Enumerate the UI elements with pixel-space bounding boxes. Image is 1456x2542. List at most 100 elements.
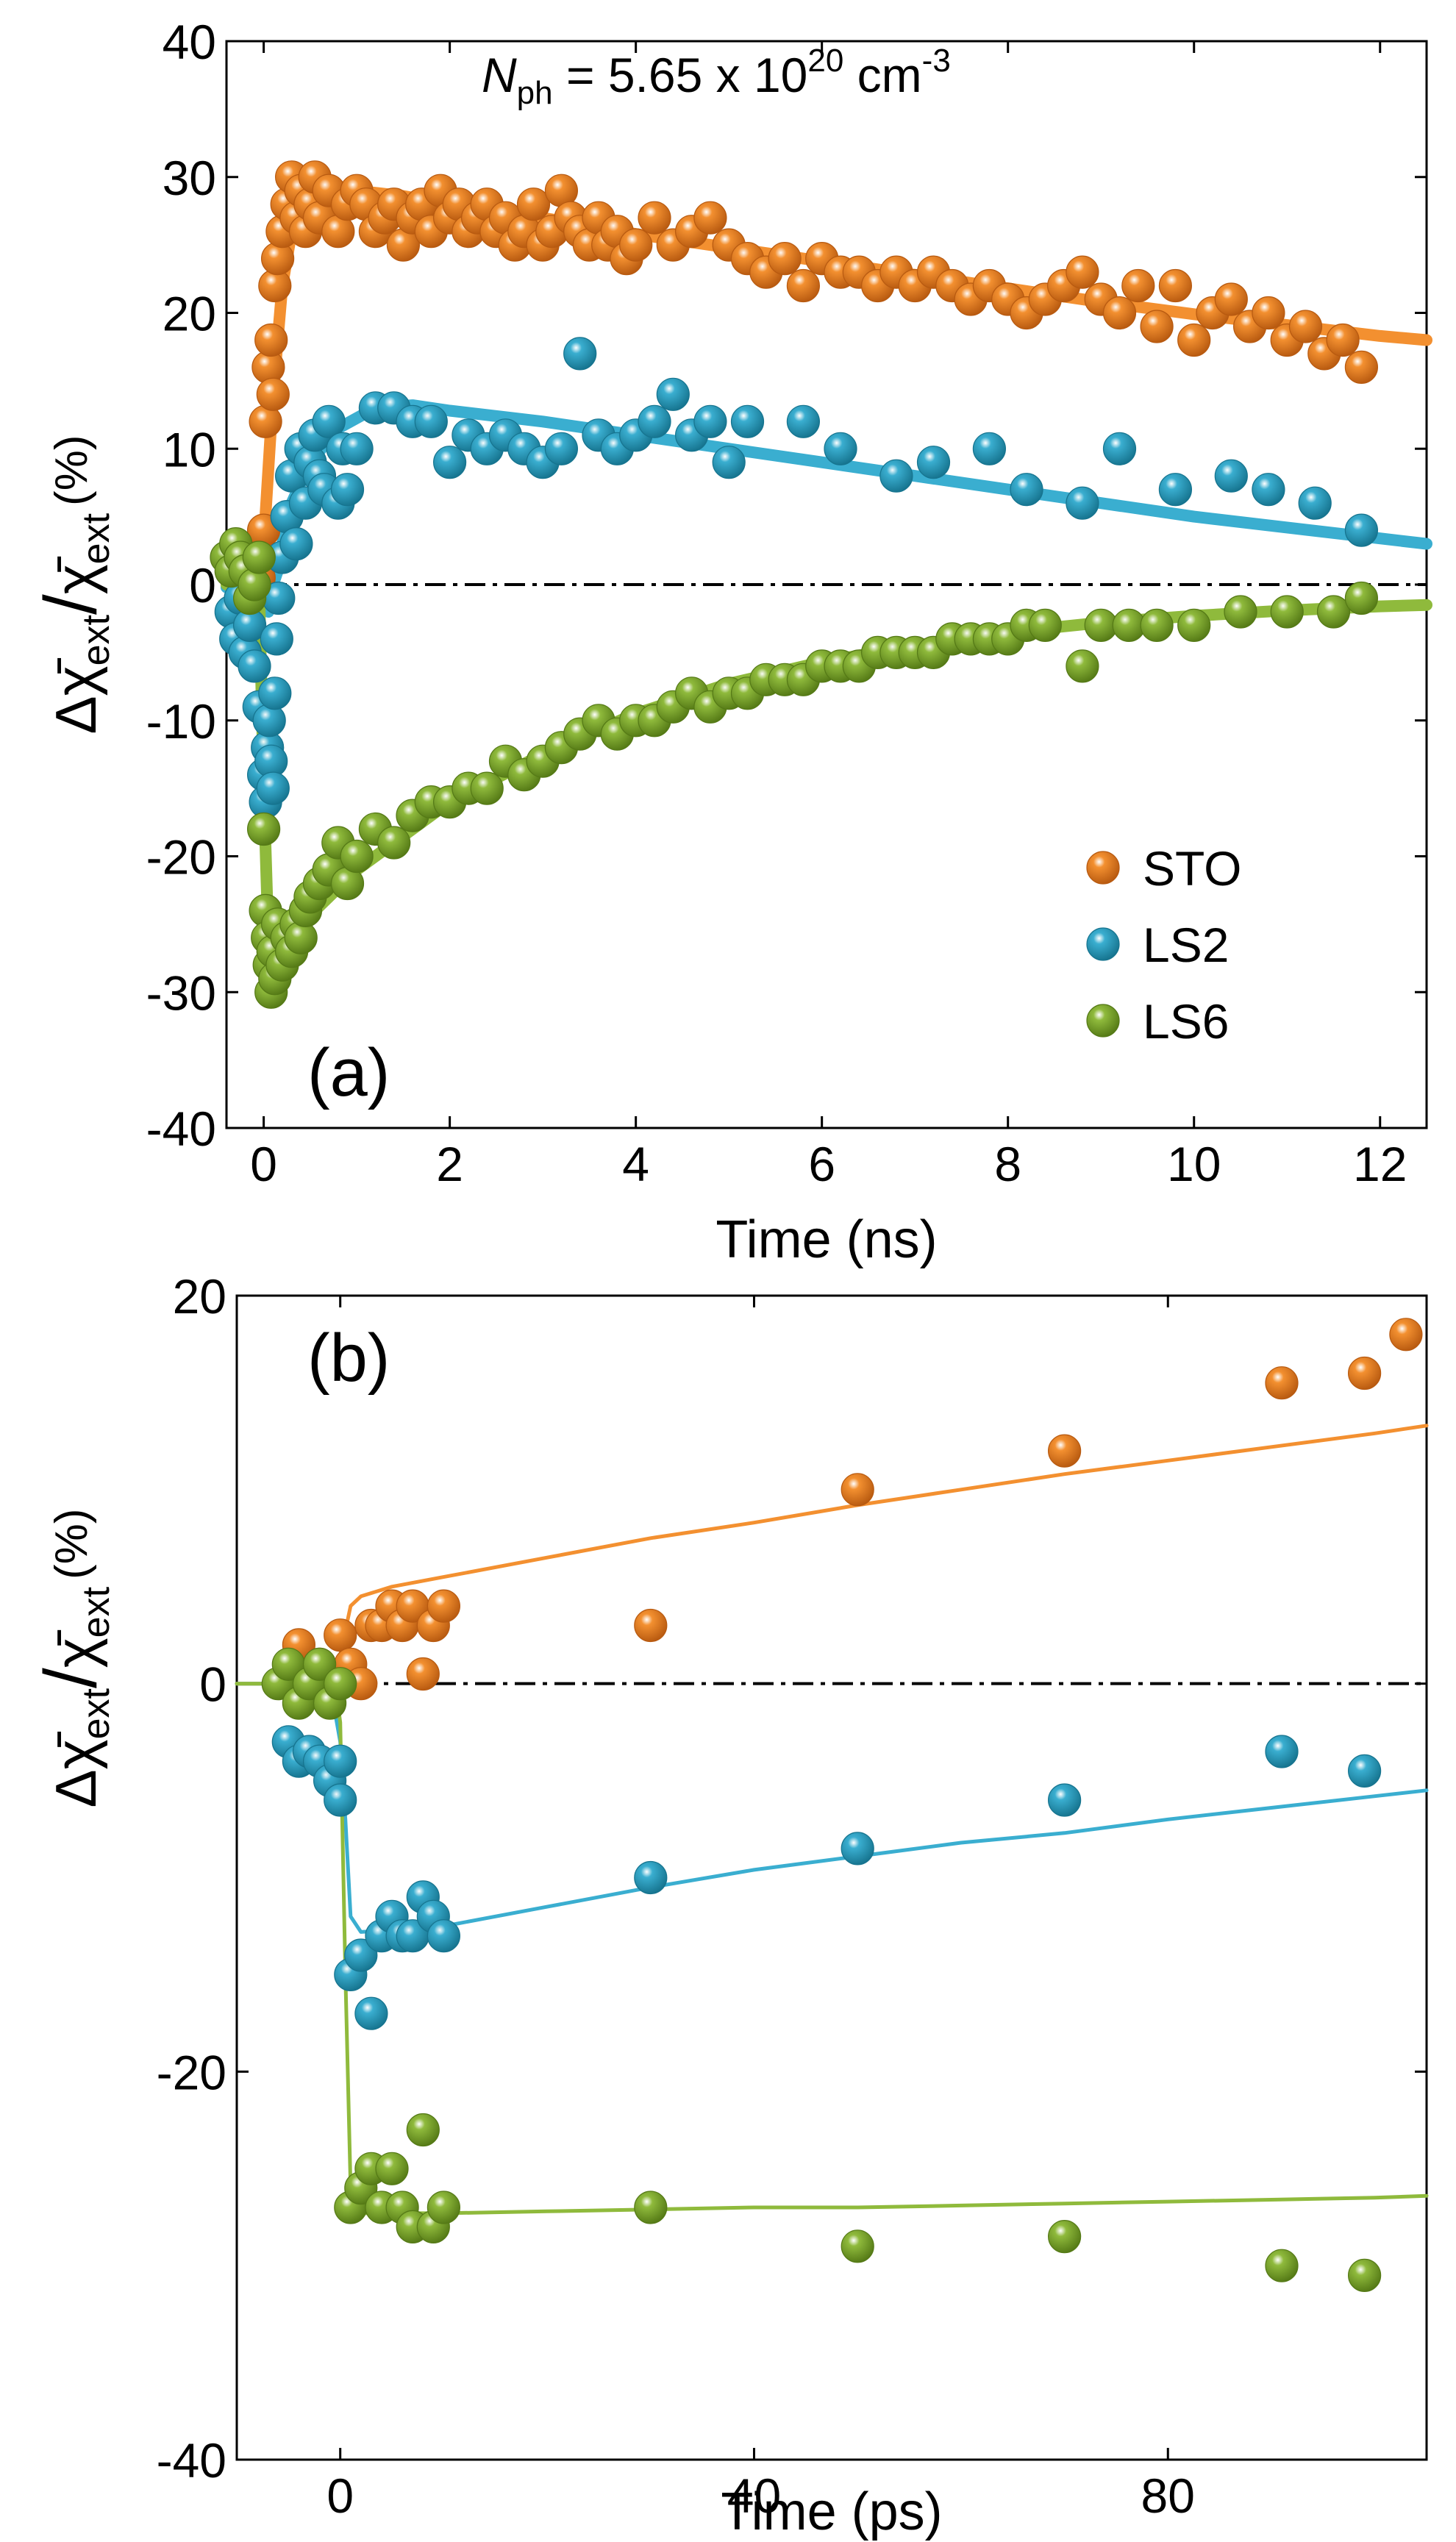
data-point-sto <box>1347 1356 1382 1390</box>
data-point-sto <box>406 1657 440 1691</box>
data-point-sto <box>841 1473 874 1507</box>
x-tick-label: 4 <box>622 1137 649 1191</box>
annotation-text-before: = 5.65 x 10 <box>553 48 808 102</box>
data-point-sto <box>1265 1366 1299 1400</box>
y-tick-label: 10 <box>163 422 216 476</box>
panel-b-x-tick-labels: 0 40 80 <box>326 2468 1195 2523</box>
data-point-ls2 <box>256 771 290 805</box>
data-point-sto <box>1389 1318 1423 1352</box>
ylabel-sub: ext <box>75 615 118 666</box>
ylabel-slash: / <box>29 594 112 615</box>
data-point-sto <box>1102 296 1137 330</box>
data-point-ls6 <box>1066 649 1099 683</box>
panel-b-ticks <box>237 1294 1427 2461</box>
x-tick-label: 0 <box>250 1137 277 1191</box>
data-point-sto <box>516 188 551 221</box>
annotation-text-after: cm <box>843 48 921 102</box>
data-point-sto <box>1344 350 1379 384</box>
data-point-ls2 <box>258 676 292 710</box>
data-point-ls6 <box>1347 2258 1382 2292</box>
panel-b-data-points <box>261 1318 1423 2292</box>
data-point-sto <box>1177 323 1211 357</box>
data-point-ls2 <box>638 404 671 438</box>
fit-curve-ls6 <box>235 1682 1429 2216</box>
data-point-ls2 <box>344 1938 378 1972</box>
data-point-sto <box>693 201 727 235</box>
panel-a-data-points <box>210 160 1379 1009</box>
data-point-sto <box>1214 282 1248 316</box>
x-tick-label: 2 <box>436 1137 463 1191</box>
y-tick-label: -40 <box>146 1102 216 1156</box>
x-tick-label: 8 <box>994 1137 1021 1191</box>
data-point-ls2 <box>1102 432 1137 465</box>
data-point-ls2 <box>432 446 467 479</box>
y-tick-label: 20 <box>173 1269 226 1324</box>
ylabel-sub-2: ext <box>75 1586 118 1638</box>
data-point-ls6 <box>841 2229 874 2263</box>
fit-curve-sto <box>235 1424 1429 1686</box>
data-point-ls2 <box>1252 473 1285 507</box>
x-tick-label: 10 <box>1167 1137 1221 1191</box>
data-point-ls2 <box>656 377 690 411</box>
data-point-ls2 <box>730 404 765 438</box>
data-point-ls2 <box>841 1832 874 1866</box>
data-point-sto <box>427 1589 461 1623</box>
data-point-ls6 <box>247 812 281 846</box>
fit-curve-ls6 <box>221 579 1432 965</box>
data-point-ls2 <box>879 459 913 493</box>
data-point-ls2 <box>563 337 597 371</box>
y-tick-label: -20 <box>146 830 216 885</box>
data-point-ls6 <box>303 1647 337 1681</box>
data-point-ls2 <box>427 1919 461 1953</box>
data-point-ls2 <box>712 446 746 479</box>
panel-a-x-tick-labels: 0 2 4 6 8 10 12 <box>250 1137 1407 1191</box>
data-point-ls6 <box>1265 2249 1299 2282</box>
panel-a-y-axis-label: Δχ̄ext/χ̄ext(%) <box>29 435 118 735</box>
data-point-ls6 <box>1047 2220 1082 2254</box>
legend-label-ls2: LS2 <box>1143 918 1229 972</box>
legend-marker-sto <box>1086 851 1120 885</box>
data-point-sto <box>1158 268 1193 303</box>
panel-b-label: (b) <box>307 1321 390 1396</box>
data-point-ls2 <box>1066 486 1099 520</box>
data-point-ls2 <box>260 622 293 656</box>
data-point-ls6 <box>1224 595 1257 629</box>
data-point-ls2 <box>786 404 821 438</box>
ylabel-sub: ext <box>75 1688 118 1740</box>
panel-b-plot-frame <box>235 1294 1428 2461</box>
data-point-ls6 <box>375 2152 409 2185</box>
data-point-ls2 <box>1010 473 1043 507</box>
ylabel-delta: Δ <box>43 1769 108 1807</box>
panel-a-label: (a) <box>307 1035 390 1110</box>
data-point-ls2 <box>312 404 346 438</box>
annotation-symbol: N <box>482 48 517 102</box>
data-point-sto <box>324 1618 357 1652</box>
data-point-ls6 <box>634 2191 668 2224</box>
panel-b-x-axis-label: Time (ps) <box>721 2482 942 2541</box>
data-point-ls2 <box>279 526 313 561</box>
data-point-ls2 <box>1298 486 1332 520</box>
data-point-ls2 <box>1347 1754 1382 1788</box>
svg-text:Δχ̄ext/χ̄ext(%): Δχ̄ext/χ̄ext(%) <box>29 435 118 735</box>
svg-text:Δχ̄ext/χ̄ext(%): Δχ̄ext/χ̄ext(%) <box>29 1509 118 1808</box>
x-tick-label: 0 <box>326 2468 354 2523</box>
data-point-ls2 <box>824 432 857 465</box>
data-point-ls2 <box>324 1744 357 1778</box>
panel-a-y-tick-labels: -40 -30 -20 -10 0 10 20 30 40 <box>146 15 216 1156</box>
legend-marker-ls2 <box>1086 927 1120 961</box>
annotation-unit-superscript: -3 <box>922 43 951 79</box>
data-point-ls6 <box>340 839 374 874</box>
data-point-ls6 <box>470 771 504 805</box>
annotation-subscript: ph <box>517 75 553 111</box>
data-point-sto <box>1066 255 1099 289</box>
data-point-ls2 <box>693 404 727 438</box>
panel-b-fit-curves <box>235 1424 1429 2216</box>
data-point-ls2 <box>340 432 374 465</box>
data-point-sto <box>1047 1434 1082 1468</box>
data-point-ls6 <box>427 2191 461 2224</box>
data-point-ls2 <box>634 1860 668 1895</box>
data-point-sto <box>254 323 288 357</box>
data-point-ls2 <box>414 404 448 438</box>
data-point-sto <box>634 1608 668 1643</box>
